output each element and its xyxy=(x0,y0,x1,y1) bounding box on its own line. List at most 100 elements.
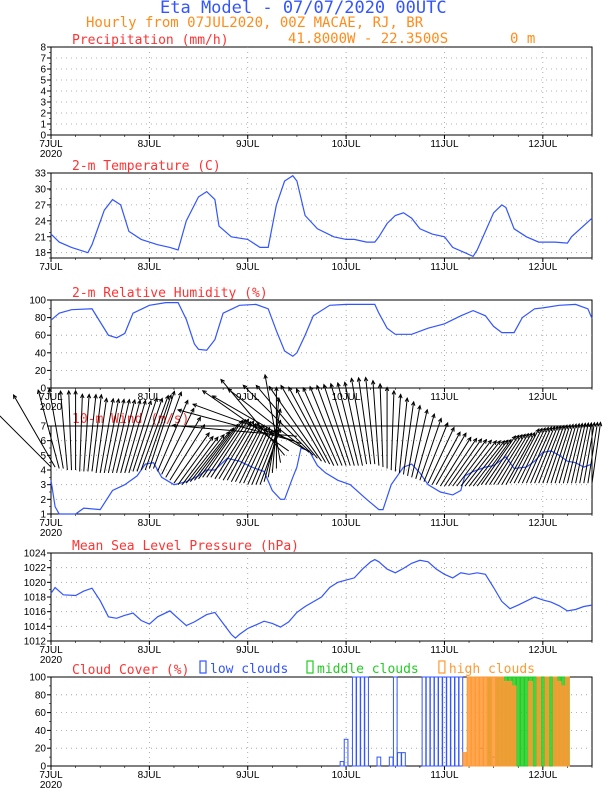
data-point xyxy=(411,464,412,465)
data-point xyxy=(112,199,113,200)
panel-title: Precipitation (mm/h) xyxy=(72,33,229,48)
data-point xyxy=(477,249,478,250)
data-point xyxy=(280,499,281,500)
wind-arrow xyxy=(390,390,395,471)
data-point xyxy=(444,574,445,575)
y-tick-label: 20 xyxy=(35,744,47,755)
wind-arrowhead xyxy=(86,393,92,399)
y-tick-label: 40 xyxy=(35,726,47,737)
panel-title: 2-m Temperature (C) xyxy=(72,159,221,174)
wind-arrow xyxy=(505,432,536,485)
y-tick-label: 4 xyxy=(40,87,46,98)
wind-arrow xyxy=(255,429,279,485)
x-tick-label: 11JUL xyxy=(430,392,459,403)
cloud-bar-low-clouds xyxy=(376,756,382,767)
data-point xyxy=(141,620,142,621)
wind-arrowhead xyxy=(241,418,247,424)
wind-arrow xyxy=(571,423,586,484)
wind-arrowhead xyxy=(277,427,282,433)
wind-arrow xyxy=(13,394,56,468)
wind-arrow xyxy=(448,438,482,487)
y-tick-label: 2 xyxy=(40,495,46,506)
y-tick-label: 20 xyxy=(35,366,47,377)
wind-arrowhead xyxy=(184,399,189,405)
data-point xyxy=(50,234,51,235)
wind-arrow xyxy=(476,439,512,487)
data-point xyxy=(108,616,109,617)
wind-arrow xyxy=(288,386,331,465)
wind-arrow xyxy=(558,424,577,484)
y-tick-label: 1014 xyxy=(24,622,47,633)
y-tick-label: 0 xyxy=(40,384,46,395)
plot-frame xyxy=(50,172,593,259)
data-point xyxy=(71,247,72,248)
wind-arrowhead xyxy=(531,431,536,437)
wind-arrow xyxy=(157,400,189,472)
wind-arrowhead xyxy=(176,408,183,413)
y-tick-label: 1024 xyxy=(24,549,47,560)
legend-label: middle clouds xyxy=(317,662,419,677)
x-tick-year: 2020 xyxy=(40,402,63,413)
y-tick-label: 21 xyxy=(35,232,47,243)
wind-arrowhead xyxy=(178,391,183,397)
data-point xyxy=(239,305,240,306)
wind-arrowhead xyxy=(263,373,268,379)
wind-arrowhead xyxy=(242,384,248,390)
y-tick-label: 30 xyxy=(35,184,47,195)
wind-arrow xyxy=(189,431,230,483)
data-point xyxy=(198,349,199,350)
data-point xyxy=(321,596,322,597)
data-point xyxy=(391,484,392,485)
data-point xyxy=(305,215,306,216)
wind-arrowhead xyxy=(450,426,455,432)
data-point xyxy=(247,239,248,240)
y-tick-label: 5 xyxy=(40,451,46,462)
data-point xyxy=(460,572,461,573)
cloud-bar-high-clouds xyxy=(528,680,533,767)
data-point xyxy=(75,513,76,514)
cloud-bar-high-clouds xyxy=(536,676,542,767)
data-point xyxy=(505,207,506,208)
x-tick-label: 7JUL xyxy=(39,518,63,529)
wind-arrowhead xyxy=(444,421,449,428)
wind-arrow xyxy=(513,428,543,484)
x-tick-label: 10JUL xyxy=(332,770,361,781)
wind-arrowhead xyxy=(462,432,467,438)
wind-arrow xyxy=(579,422,592,484)
data-point xyxy=(59,313,60,314)
data-point xyxy=(403,467,404,468)
cloud-bar-middle-clouds xyxy=(519,676,525,767)
cloud-bar-middle-clouds xyxy=(532,676,537,767)
panel-title: 10-m Wind (m/s) xyxy=(72,412,189,427)
x-tick-label: 9JUL xyxy=(236,139,260,150)
wind-arrowhead xyxy=(58,389,63,396)
wind-arrowhead xyxy=(302,386,307,392)
wind-arrow xyxy=(181,436,219,485)
data-point xyxy=(460,315,461,316)
wind-arrow xyxy=(456,439,492,487)
data-point xyxy=(116,618,117,619)
data-point xyxy=(284,180,285,181)
wind-arrow xyxy=(79,394,83,472)
wind-arrowhead xyxy=(255,384,261,390)
wind-arrow xyxy=(431,431,461,485)
wind-arrow xyxy=(358,377,372,465)
x-tick-label: 12JUL xyxy=(528,645,557,656)
wind-arrowhead xyxy=(121,398,126,404)
data-point xyxy=(591,464,592,465)
data-point xyxy=(559,605,560,606)
y-tick-label: 6 xyxy=(40,65,46,76)
data-point xyxy=(419,472,420,473)
chart-title: Eta Model - 07/07/2020 00UTC xyxy=(160,0,447,18)
wind-arrowhead xyxy=(250,420,255,426)
y-tick-label: 80 xyxy=(35,313,47,324)
wind-arrowhead xyxy=(288,386,293,392)
data-point xyxy=(247,628,248,629)
data-point xyxy=(165,302,166,303)
data-point xyxy=(534,308,535,309)
cloud-bar-low-clouds xyxy=(401,752,406,767)
wind-arrow xyxy=(227,388,310,453)
wind-arrow xyxy=(402,401,415,475)
